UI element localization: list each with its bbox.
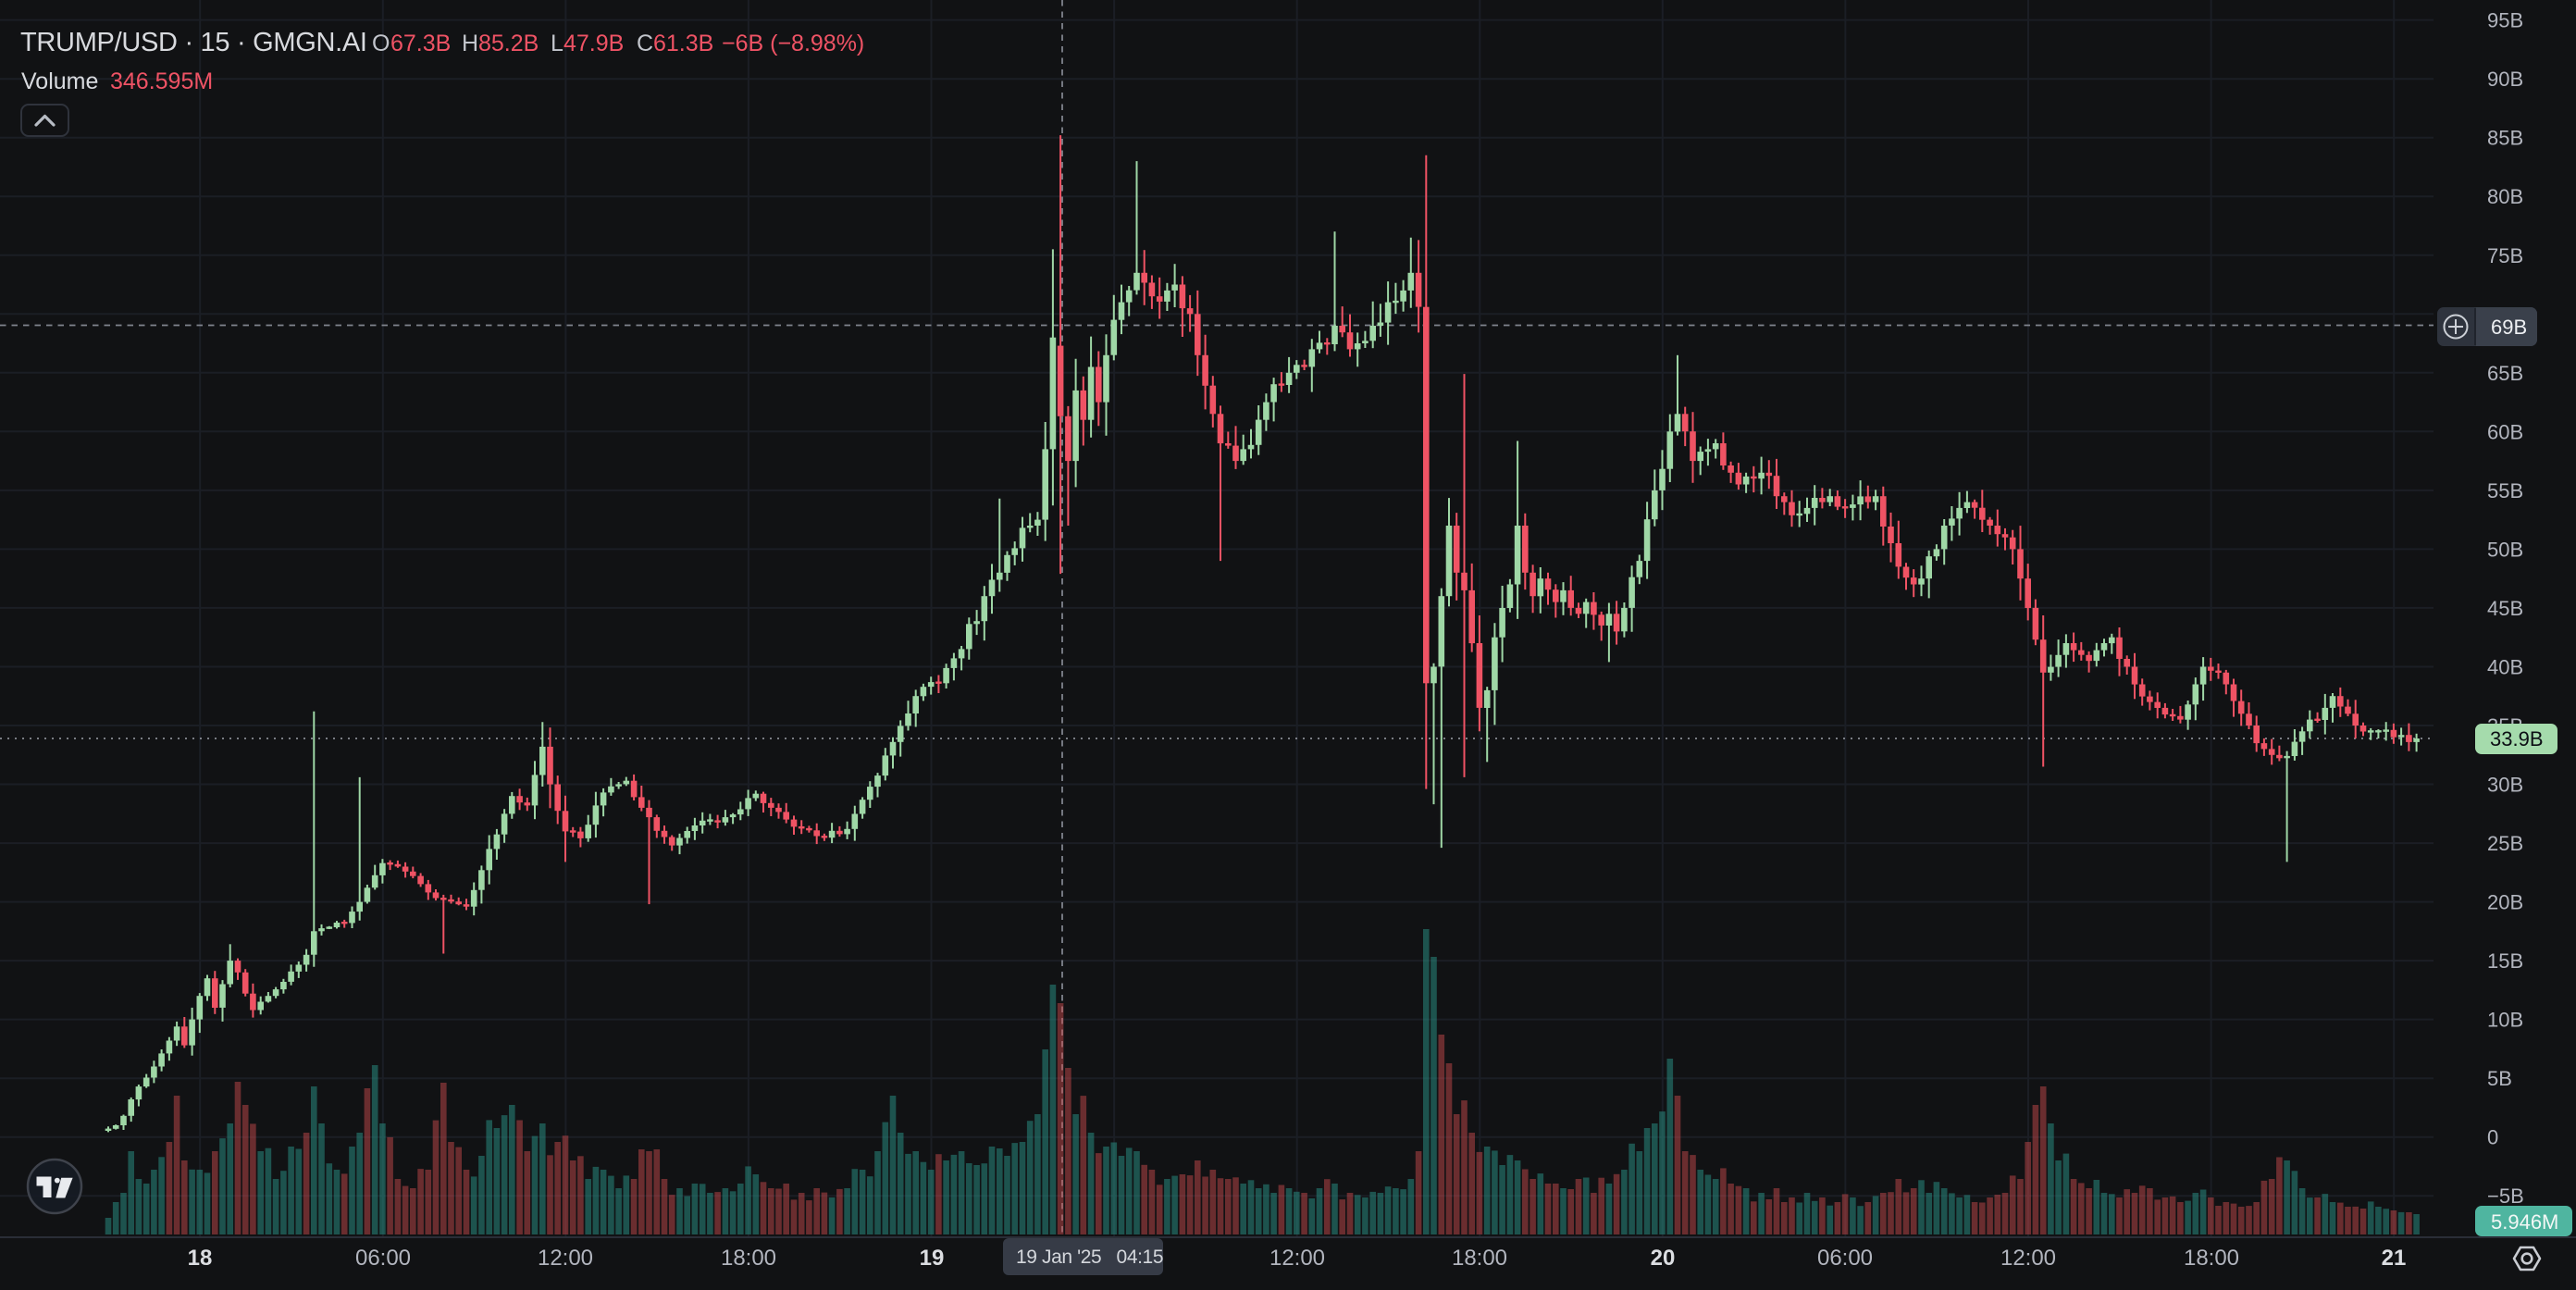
svg-text:12:00: 12:00 — [538, 1246, 593, 1271]
svg-text:−6B (−8.98%): −6B (−8.98%) — [722, 31, 864, 56]
svg-text:40B: 40B — [2487, 656, 2523, 679]
svg-text:61.3B: 61.3B — [653, 31, 713, 56]
svg-text:346.595M: 346.595M — [110, 68, 213, 94]
svg-text:12:00: 12:00 — [1269, 1246, 1325, 1271]
svg-text:10B: 10B — [2487, 1009, 2523, 1032]
svg-text:19: 19 — [920, 1246, 945, 1271]
svg-text:85.2B: 85.2B — [478, 31, 539, 56]
svg-text:69B: 69B — [2491, 316, 2527, 339]
svg-text:5.946M: 5.946M — [2491, 1210, 2558, 1234]
svg-text:TRUMP/USD · 15 · GMGN.AI: TRUMP/USD · 15 · GMGN.AI — [20, 28, 367, 57]
svg-text:75B: 75B — [2487, 244, 2523, 267]
svg-text:33.9B: 33.9B — [2490, 727, 2544, 750]
svg-text:20: 20 — [1651, 1246, 1676, 1271]
svg-text:06:00: 06:00 — [1817, 1246, 1873, 1271]
svg-text:30B: 30B — [2487, 774, 2523, 797]
svg-text:0: 0 — [2487, 1126, 2498, 1149]
svg-text:90B: 90B — [2487, 68, 2523, 91]
svg-text:−5B: −5B — [2487, 1185, 2524, 1208]
svg-text:47.9B: 47.9B — [564, 31, 624, 56]
svg-text:67.3B: 67.3B — [390, 31, 451, 56]
svg-text:L: L — [551, 31, 564, 56]
svg-text:19 Jan '25 04:15: 19 Jan '25 04:15 — [1016, 1247, 1163, 1268]
svg-text:55B: 55B — [2487, 479, 2523, 502]
svg-text:21: 21 — [2382, 1246, 2407, 1271]
svg-text:18:00: 18:00 — [721, 1246, 776, 1271]
svg-text:15B: 15B — [2487, 949, 2523, 973]
svg-text:06:00: 06:00 — [355, 1246, 411, 1271]
svg-text:18:00: 18:00 — [1452, 1246, 1507, 1271]
svg-text:25B: 25B — [2487, 832, 2523, 855]
svg-text:65B: 65B — [2487, 362, 2523, 385]
svg-text:60B: 60B — [2487, 420, 2523, 443]
svg-text:85B: 85B — [2487, 127, 2523, 150]
svg-text:C: C — [637, 31, 653, 56]
svg-text:Volume: Volume — [21, 68, 98, 94]
svg-text:O: O — [372, 31, 390, 56]
svg-text:95B: 95B — [2487, 9, 2523, 32]
svg-text:18: 18 — [188, 1246, 213, 1271]
svg-text:18:00: 18:00 — [2184, 1246, 2239, 1271]
svg-text:50B: 50B — [2487, 538, 2523, 561]
svg-text:5B: 5B — [2487, 1067, 2512, 1090]
svg-text:12:00: 12:00 — [2000, 1246, 2056, 1271]
svg-text:80B: 80B — [2487, 185, 2523, 208]
svg-text:H: H — [462, 31, 478, 56]
svg-text:20B: 20B — [2487, 891, 2523, 914]
svg-text:45B: 45B — [2487, 597, 2523, 620]
